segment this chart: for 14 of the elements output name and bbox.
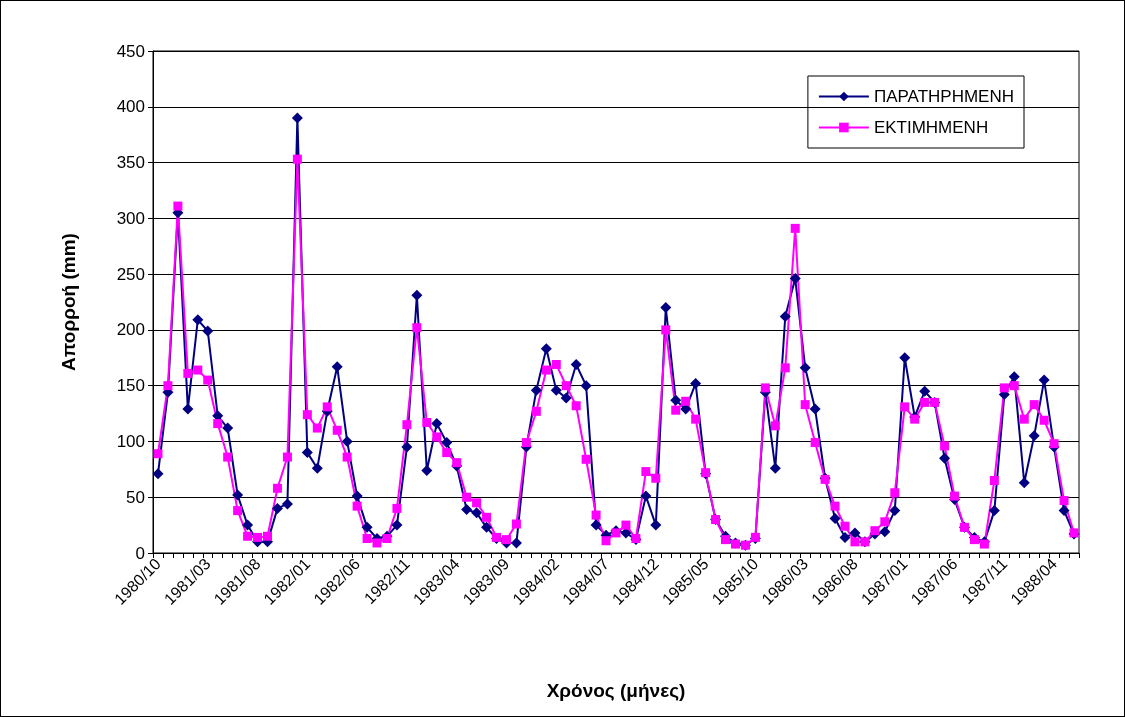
- x-axis-title: Χρόνος (μήνες): [546, 680, 686, 701]
- y-tick-label: 100: [116, 431, 145, 451]
- y-axis-title: Απορροή (mm): [58, 233, 79, 371]
- y-tick-label: 200: [116, 320, 145, 340]
- legend-label: ΕΚΤΙΜΗΜΕΝΗ: [873, 118, 989, 137]
- legend-label: ΠΑΡΑΤΗΡΗΜΕΝΗ: [873, 87, 1015, 106]
- y-tick-label: 350: [116, 153, 145, 173]
- y-tick-label: 150: [116, 376, 145, 396]
- y-tick-label: 300: [116, 208, 145, 228]
- y-tick-label: 250: [116, 264, 145, 284]
- y-tick-label: 50: [126, 487, 145, 507]
- y-tick-label: 400: [116, 97, 145, 117]
- y-tick-label: 0: [135, 543, 145, 563]
- y-tick-label: 450: [116, 41, 145, 61]
